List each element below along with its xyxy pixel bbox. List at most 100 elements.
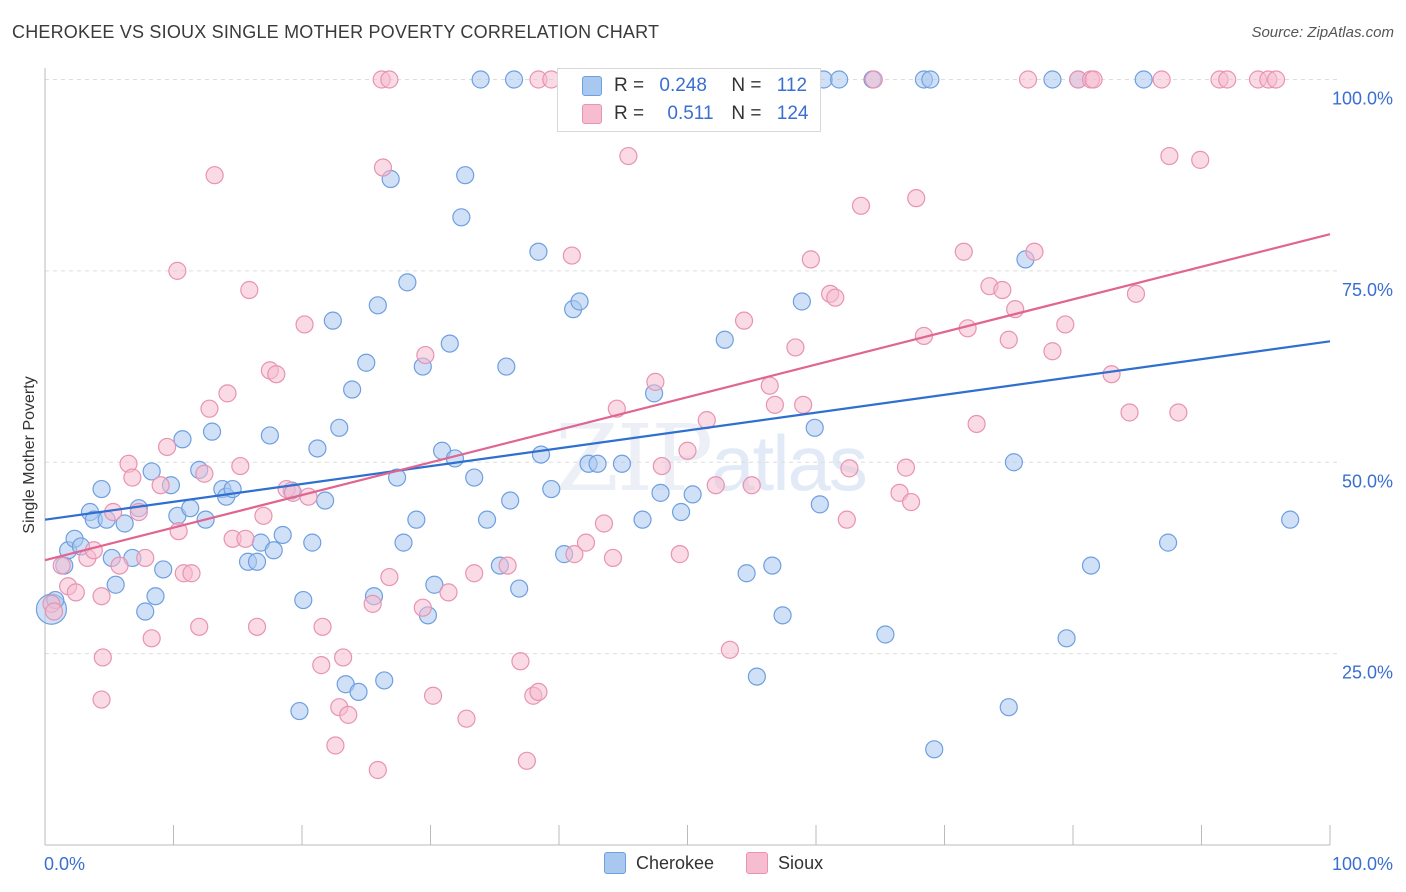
x-tick-label-0: 0.0% — [44, 854, 85, 874]
sioux-point — [801, 250, 820, 269]
sioux-point — [295, 315, 314, 334]
sioux-point — [52, 556, 71, 575]
sioux-point — [339, 705, 358, 724]
sioux-point — [1126, 284, 1146, 303]
cherokee-point — [810, 495, 829, 514]
sioux-swatch — [582, 104, 602, 124]
sioux-n-label: N = — [731, 103, 767, 124]
sioux-point — [1084, 70, 1103, 89]
cherokee-point — [477, 510, 497, 529]
chart-title: CHEROKEE VS SIOUX SINGLE MOTHER POVERTY … — [12, 22, 660, 42]
sioux-point — [907, 189, 926, 208]
sioux-point — [619, 146, 638, 166]
sioux-point — [123, 468, 142, 487]
cherokee-point — [92, 479, 111, 499]
cherokee-point — [115, 514, 134, 533]
cherokee-point — [737, 564, 756, 583]
cherokee-point — [316, 491, 335, 510]
cherokee-point — [792, 292, 811, 311]
sioux-point — [380, 567, 399, 587]
sioux-point — [231, 456, 250, 476]
cherokee-point — [921, 70, 940, 89]
sioux-point — [413, 598, 432, 617]
cherokee-point — [763, 556, 782, 575]
sioux-point — [603, 548, 623, 568]
cherokee-point — [588, 454, 607, 473]
cherokee-point — [1081, 556, 1101, 575]
cherokee-point — [1057, 629, 1076, 648]
sioux-point — [380, 70, 399, 89]
cherokee-point — [715, 330, 734, 349]
sioux-point — [182, 564, 201, 583]
cherokee-point — [407, 510, 426, 529]
sioux-point — [851, 196, 871, 215]
cherokee-point — [683, 485, 702, 504]
sioux-point — [151, 476, 170, 495]
cherokee-n-value: 112 — [776, 75, 808, 96]
sioux-r-value: 0.511 — [667, 103, 714, 124]
cherokee-point — [1158, 533, 1178, 552]
sioux-point — [1152, 70, 1171, 89]
y-tick-label-50: 50.0% — [1342, 471, 1393, 491]
sioux-point — [562, 246, 581, 265]
cherokee-point — [471, 70, 490, 89]
sioux-point — [565, 545, 584, 564]
cherokee-point — [612, 454, 632, 473]
sioux-point — [840, 459, 859, 478]
sioux-point — [646, 372, 665, 391]
sioux-point — [1169, 403, 1188, 422]
sioux-point — [954, 242, 973, 261]
legend-row-cherokee: R = 0.248 N = 112 — [582, 73, 807, 99]
y-axis-label: Single Mother Poverty — [21, 376, 38, 534]
sioux-point — [247, 617, 267, 636]
cherokee-point — [497, 357, 516, 376]
sioux-point — [465, 564, 484, 583]
cherokee-point — [999, 698, 1018, 717]
cherokee-point — [1043, 70, 1062, 89]
cherokee-point — [531, 445, 551, 464]
cherokee-point — [510, 579, 529, 598]
sioux-point — [498, 556, 517, 575]
sioux-point — [517, 751, 536, 770]
sioux-point — [1043, 342, 1062, 361]
cherokee-point — [136, 602, 155, 621]
sioux-point — [511, 652, 530, 671]
sioux-point — [993, 280, 1012, 300]
cherokee-swatch — [582, 76, 602, 96]
sioux-point — [734, 311, 754, 330]
cherokee-point — [308, 439, 327, 458]
series-legend: Cherokee Sioux — [604, 852, 855, 874]
sioux-point — [157, 437, 177, 457]
cherokee-point — [1281, 510, 1300, 529]
sioux-n-value: 124 — [776, 103, 809, 124]
cherokee-point — [303, 533, 322, 552]
cherokee-point — [146, 587, 165, 606]
y-tick-label-25: 25.0% — [1342, 663, 1393, 683]
cherokee-point — [830, 70, 849, 89]
cherokee-point — [260, 426, 279, 445]
cherokee-n-label: N = — [731, 75, 767, 96]
sioux-point — [999, 330, 1018, 349]
sioux-point — [218, 384, 237, 403]
cherokee-point — [154, 560, 173, 579]
cherokee-point — [394, 533, 413, 552]
legend-item-cherokee: Cherokee — [604, 852, 714, 874]
sioux-point — [363, 594, 382, 613]
sioux-point — [423, 686, 443, 705]
sioux-point — [1056, 315, 1075, 334]
cherokee-r-value: 0.248 — [659, 75, 707, 96]
legend-row-sioux: R = 0.511 N = 124 — [582, 101, 808, 127]
sioux-point — [136, 548, 155, 568]
cherokee-point — [343, 380, 362, 399]
sioux-point — [742, 476, 761, 495]
sioux-point — [1160, 146, 1179, 166]
cherokee-point — [368, 296, 387, 315]
sioux-point — [373, 158, 393, 177]
cherokee-point — [323, 311, 342, 330]
sioux-point — [594, 514, 614, 533]
sioux-point — [837, 510, 856, 529]
sioux-point — [110, 556, 129, 575]
sioux-point — [765, 395, 784, 414]
sioux-legend-swatch — [746, 852, 769, 874]
